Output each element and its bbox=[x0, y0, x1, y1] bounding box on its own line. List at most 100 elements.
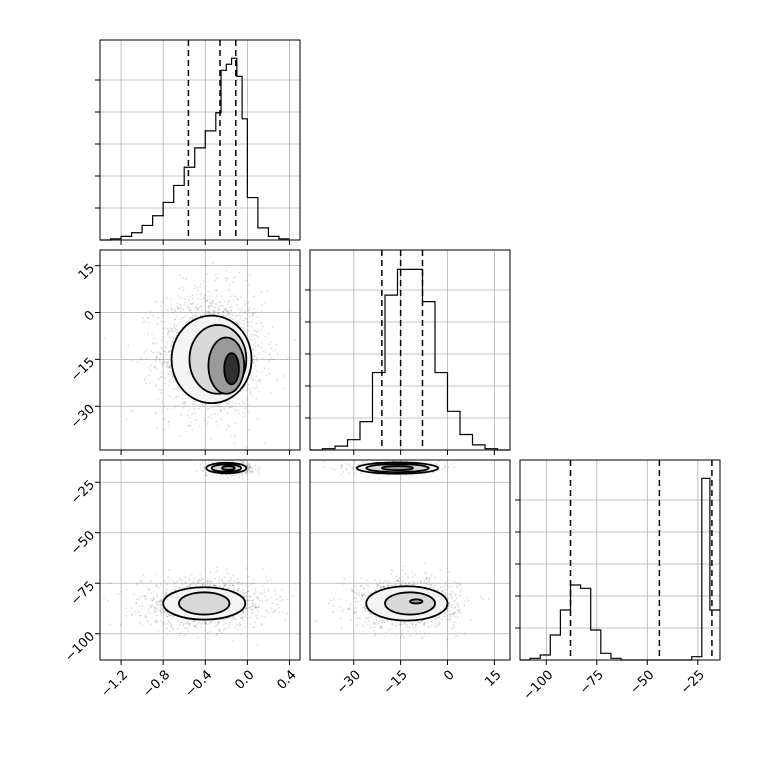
scatter-point bbox=[357, 623, 359, 626]
scatter-point bbox=[166, 363, 169, 365]
scatter-point bbox=[367, 616, 370, 619]
scatter-point bbox=[242, 592, 245, 595]
scatter-point bbox=[239, 315, 242, 318]
scatter-point bbox=[217, 621, 220, 624]
scatter-point bbox=[242, 582, 245, 585]
scatter-point bbox=[170, 328, 173, 331]
scatter-point bbox=[353, 597, 356, 600]
scatter-point bbox=[425, 577, 428, 580]
scatter-point bbox=[246, 318, 248, 320]
scatter-point bbox=[168, 630, 171, 633]
scatter-point bbox=[246, 567, 248, 570]
scatter-point bbox=[327, 602, 330, 605]
scatter-point bbox=[184, 582, 187, 584]
scatter-point bbox=[145, 598, 148, 600]
scatter-point bbox=[366, 579, 368, 582]
scatter-point bbox=[157, 629, 160, 632]
scatter-point bbox=[219, 405, 222, 408]
scatter-point bbox=[142, 574, 145, 577]
scatter-point bbox=[192, 412, 195, 415]
scatter-point bbox=[276, 379, 279, 382]
scatter-point bbox=[246, 399, 249, 402]
scatter-point bbox=[265, 374, 268, 376]
scatter-point bbox=[188, 622, 191, 625]
scatter-point bbox=[197, 307, 199, 309]
scatter-point bbox=[201, 576, 203, 579]
scatter-point bbox=[194, 284, 196, 287]
scatter-panel-p1-p2 bbox=[309, 459, 511, 665]
scatter-point bbox=[166, 296, 168, 299]
scatter-point bbox=[168, 350, 170, 353]
scatter-point bbox=[167, 420, 170, 423]
scatter-point bbox=[400, 623, 403, 626]
scatter-point bbox=[218, 580, 220, 583]
scatter-point bbox=[258, 379, 261, 382]
scatter-point bbox=[144, 378, 147, 380]
scatter-point bbox=[448, 613, 451, 616]
scatter-point bbox=[448, 604, 450, 607]
scatter-point bbox=[173, 323, 176, 326]
scatter-point bbox=[411, 626, 414, 629]
scatter-point bbox=[206, 580, 209, 582]
scatter-point bbox=[170, 590, 173, 593]
scatter-point bbox=[403, 622, 406, 624]
scatter-point bbox=[252, 582, 255, 585]
scatter-point bbox=[155, 384, 158, 386]
scatter-point bbox=[249, 595, 252, 598]
scatter-point bbox=[199, 463, 202, 466]
scatter-point bbox=[161, 608, 164, 611]
scatter-point bbox=[213, 584, 216, 587]
scatter-point bbox=[203, 582, 205, 584]
scatter-point bbox=[247, 590, 250, 593]
scatter-point bbox=[246, 388, 249, 391]
scatter-point bbox=[238, 625, 241, 627]
scatter-point bbox=[168, 420, 170, 423]
scatter-point bbox=[159, 376, 162, 378]
scatter-point bbox=[202, 416, 205, 419]
scatter-point bbox=[192, 580, 195, 583]
scatter-point bbox=[380, 585, 382, 588]
scatter-point bbox=[230, 577, 232, 580]
scatter-point bbox=[143, 615, 146, 617]
scatter-point bbox=[152, 596, 155, 599]
scatter-point bbox=[214, 621, 216, 624]
scatter-point bbox=[427, 625, 429, 628]
scatter-point bbox=[235, 409, 237, 412]
scatter-point bbox=[181, 407, 184, 409]
histogram-bars bbox=[520, 477, 720, 661]
scatter-point bbox=[451, 590, 453, 593]
scatter-point bbox=[156, 596, 159, 599]
scatter-point bbox=[445, 615, 448, 617]
scatter-point bbox=[240, 583, 243, 586]
scatter-point bbox=[261, 371, 264, 374]
scatter-point bbox=[223, 582, 225, 585]
scatter-point bbox=[163, 418, 165, 420]
scatter-point bbox=[398, 623, 401, 626]
scatter-point bbox=[149, 588, 151, 591]
scatter-point bbox=[245, 464, 248, 466]
scatter-point bbox=[149, 369, 152, 372]
scatter-point bbox=[438, 624, 440, 627]
scatter-point bbox=[253, 329, 256, 332]
scatter-point bbox=[179, 579, 181, 582]
scatter-point bbox=[364, 594, 367, 597]
scatter-point bbox=[167, 366, 170, 369]
scatter-point bbox=[188, 623, 191, 626]
scatter-point bbox=[156, 426, 158, 429]
scatter-point bbox=[238, 622, 241, 624]
scatter-point bbox=[130, 612, 133, 615]
scatter-point bbox=[332, 598, 335, 601]
scatter-point bbox=[204, 294, 206, 297]
scatter-point bbox=[159, 353, 162, 355]
scatter-point bbox=[394, 583, 397, 586]
scatter-point bbox=[384, 580, 387, 583]
scatter-point bbox=[391, 584, 393, 587]
scatter-point bbox=[363, 625, 366, 628]
scatter-point bbox=[429, 583, 432, 586]
scatter-point bbox=[252, 295, 255, 298]
scatter-point bbox=[171, 378, 173, 381]
scatter-point bbox=[234, 475, 237, 477]
scatter-point bbox=[174, 396, 177, 399]
scatter-point bbox=[178, 624, 181, 626]
scatter-point bbox=[362, 593, 365, 596]
